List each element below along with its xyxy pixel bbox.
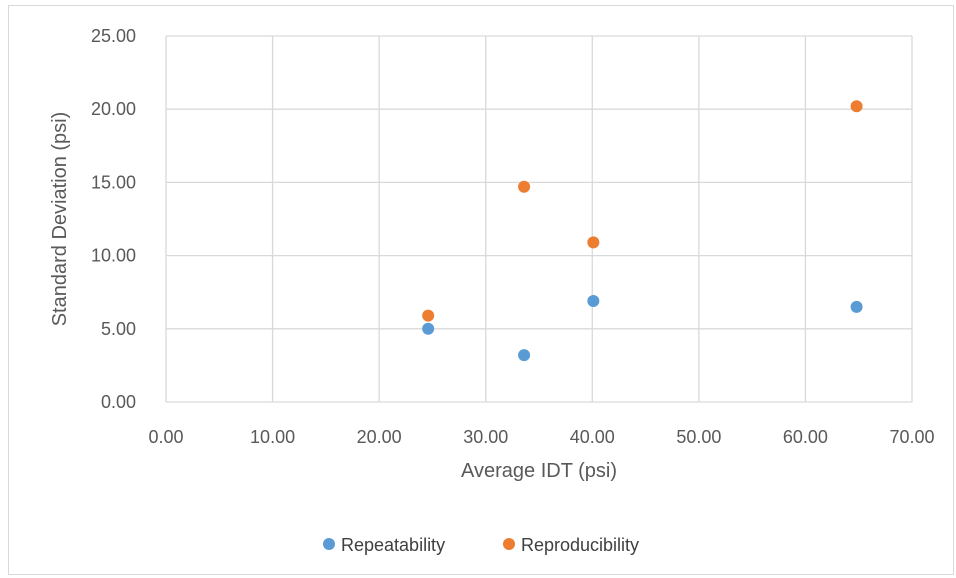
reproducibility-point: [587, 236, 600, 249]
x-tick-label: 30.00: [463, 427, 508, 447]
x-tick-label: 50.00: [676, 427, 721, 447]
legend-item-reproducibility: Reproducibility: [503, 535, 639, 555]
y-tick-label: 25.00: [91, 26, 136, 46]
reproducibility-point: [422, 309, 435, 322]
x-tick-label: 10.00: [250, 427, 295, 447]
y-tick-label: 15.00: [91, 172, 136, 192]
legend-label: Reproducibility: [521, 535, 639, 555]
gridlines: [165, 35, 913, 403]
x-tick-label: 70.00: [889, 427, 934, 447]
legend-marker: [323, 538, 335, 550]
legend-marker: [503, 538, 515, 550]
repeatability-point: [422, 322, 435, 335]
reproducibility-point: [850, 100, 863, 113]
x-tick-label: 20.00: [357, 427, 402, 447]
x-tick-labels: 0.00 10.00 20.00 30.00 40.00 50.00 60.00 70.00: [148, 427, 934, 447]
legend-item-repeatability: Repeatability: [323, 535, 445, 555]
x-axis-title: Average IDT (psi): [461, 460, 617, 482]
repeatability-point: [850, 300, 863, 313]
y-tick-label: 0.00: [101, 392, 136, 412]
x-tick-label: 40.00: [570, 427, 615, 447]
y-axis-title: Standard Deviation (psi): [49, 112, 71, 327]
x-tick-label: 60.00: [783, 427, 828, 447]
series-repeatability: [422, 294, 863, 362]
y-tick-labels: 0.00 5.00 10.00 15.00 20.00 25.00: [91, 26, 136, 412]
repeatability-point: [518, 349, 531, 362]
reproducibility-point: [518, 180, 531, 193]
repeatability-point: [587, 294, 600, 307]
data-points: [422, 100, 863, 362]
y-tick-label: 5.00: [101, 319, 136, 339]
y-tick-label: 10.00: [91, 246, 136, 266]
legend: Repeatability Reproducibility: [323, 535, 639, 555]
legend-label: Repeatability: [341, 535, 445, 555]
series-reproducibility: [422, 100, 863, 322]
y-tick-label: 20.00: [91, 99, 136, 119]
x-tick-label: 0.00: [148, 427, 183, 447]
